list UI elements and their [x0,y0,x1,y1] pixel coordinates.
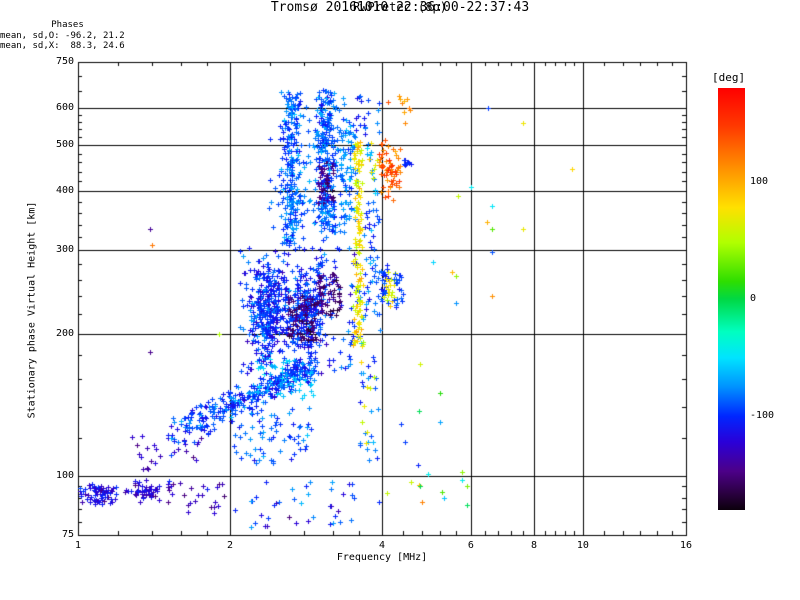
y-tick-label: 750 [55,56,74,67]
x-tick-label: 8 [530,540,538,551]
colorbar-gradient [718,88,745,510]
y-tick-label: 400 [55,185,74,197]
plot-subtitle: RwPretec (8p) [353,0,447,14]
y-axis-label: Stationary phase Virtual Height [km] [26,201,38,419]
phase-stats-block: Phases mean, sd,O: -96.2, 21.2 mean, sd,… [0,20,150,52]
y-tick-label: 600 [55,101,74,113]
x-axis-label: Frequency [MHz] [336,552,428,563]
colorbar-tick-label: 0 [750,293,757,304]
phase-stats-o-mode: mean, sd,O: -96.2, 21.2 [0,30,125,41]
phase-stats-x-mode: mean, sd,X: 88.3, 24.6 [0,41,125,51]
x-tick-label: 2 [226,540,234,551]
y-tick-label: 75 [61,529,74,540]
colorbar-tick-label: -100 [750,410,775,422]
y-tick-label: 200 [55,327,74,339]
x-tick-label: 6 [467,540,474,551]
x-tick-label: 4 [378,540,386,551]
phase-stats-header: Phases [51,20,84,30]
x-tick-label: 1 [74,540,82,551]
y-tick-label: 500 [55,139,74,151]
colorbar-tick-label: 100 [750,175,769,187]
x-tick-label: 16 [679,540,693,551]
plot-title: Tromsø 20161010 22:36:00-22:37:43 [270,0,530,15]
x-tick-label: 10 [576,540,589,551]
y-tick-label: 300 [55,244,74,256]
y-tick-label: 100 [55,469,74,481]
colorbar-units-label: [deg] [712,71,746,84]
